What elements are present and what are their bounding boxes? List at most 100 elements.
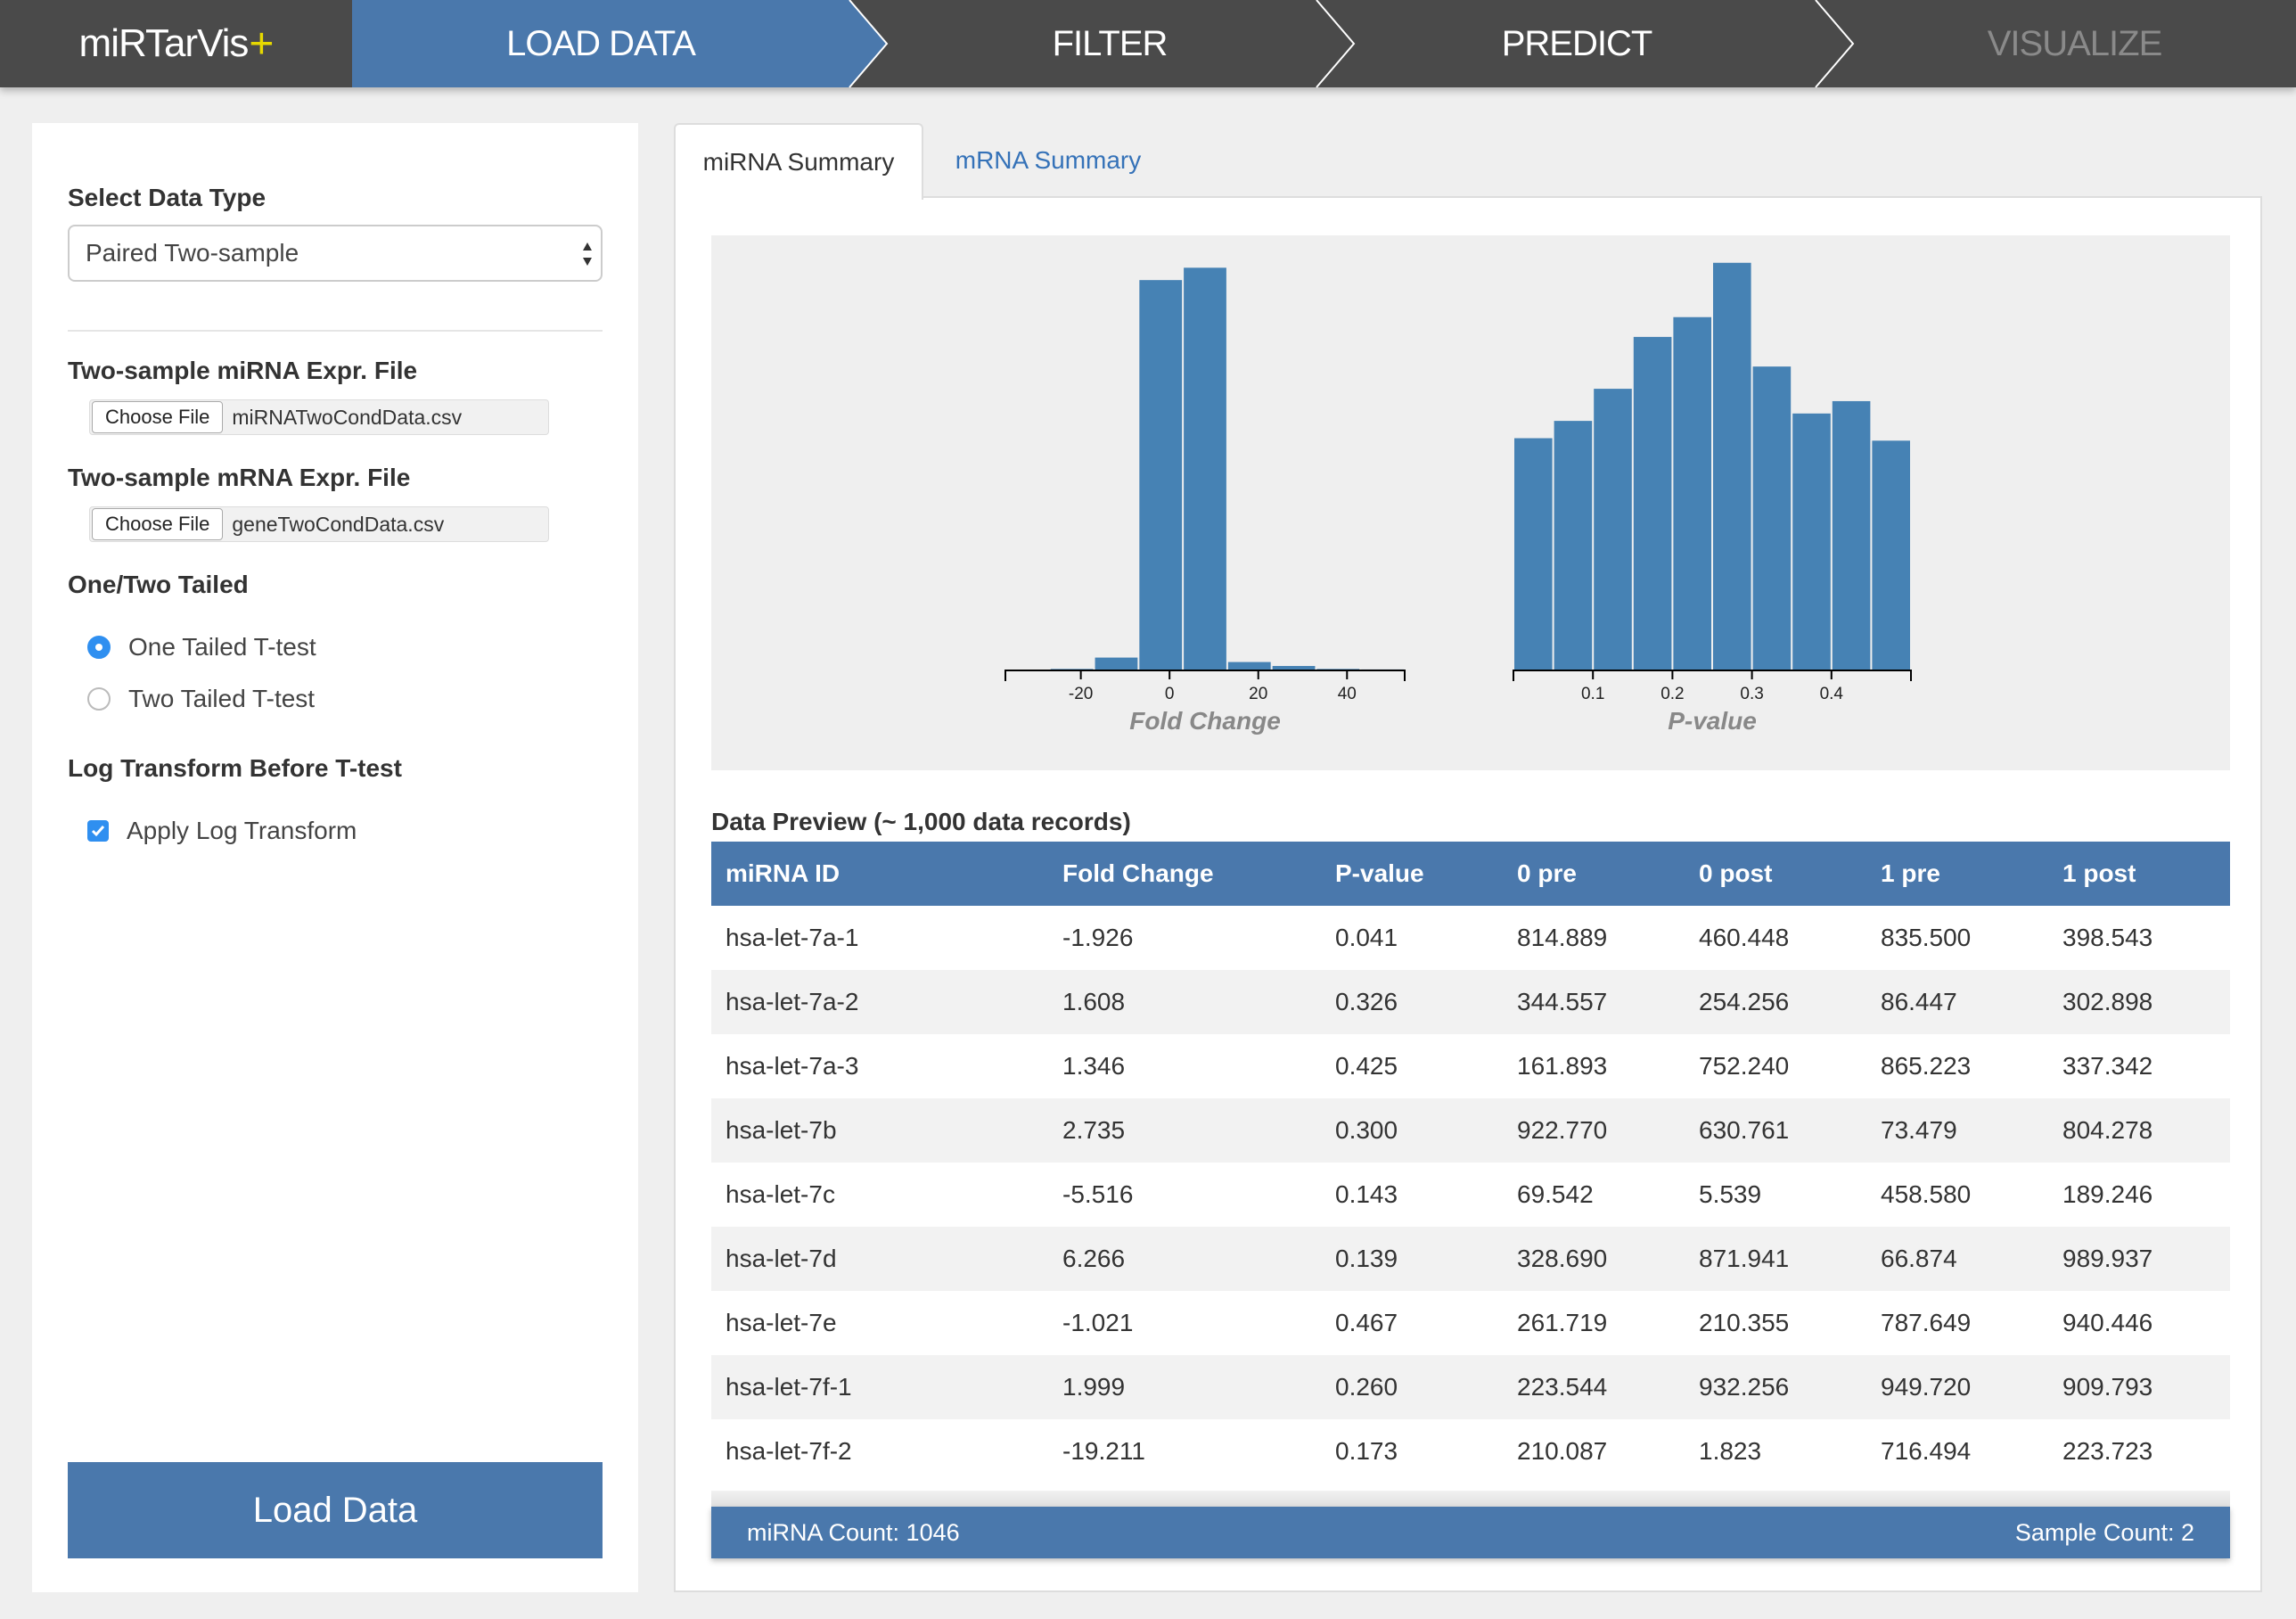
table-cell: hsa-let-7a-3 <box>726 1052 859 1080</box>
table-cell: 0.143 <box>1335 1180 1398 1208</box>
column-header[interactable]: 0 post <box>1699 859 1773 887</box>
table-cell: 0.425 <box>1335 1052 1398 1080</box>
column-header[interactable]: Fold Change <box>1062 859 1214 887</box>
mirna-choose-file-button[interactable]: Choose File <box>92 401 224 433</box>
data-preview-title: Data Preview (~ 1,000 data records) <box>711 808 1131 835</box>
column-header[interactable]: 0 pre <box>1517 859 1577 887</box>
table-cell: -1.926 <box>1062 924 1134 951</box>
log-transform-option-label: Apply Log Transform <box>127 817 357 844</box>
table-cell: 189.246 <box>2062 1180 2153 1208</box>
partially-hidden-row <box>711 1491 2230 1507</box>
step-divider-icon <box>1815 0 1855 88</box>
one-tailed-radio[interactable] <box>87 636 111 659</box>
table-cell: 630.761 <box>1699 1116 1790 1144</box>
histogram-p-value: 0.1 0.2 0.3 0.4 P-value <box>1513 262 1912 735</box>
table-cell: 328.690 <box>1517 1245 1608 1272</box>
table-cell: 949.720 <box>1881 1373 1972 1401</box>
histogram-area: -20 0 20 40 Fold Change 0.1 0.2 0.3 0.4 P-value <box>711 235 2230 770</box>
table-cell: 932.256 <box>1699 1373 1790 1401</box>
table-cell: 922.770 <box>1517 1116 1608 1144</box>
step-load-data[interactable]: LOAD DATA <box>352 0 849 87</box>
histogram-bar <box>1832 400 1871 670</box>
table-cell: 261.719 <box>1517 1309 1608 1336</box>
table-cell: hsa-let-7e <box>726 1309 837 1336</box>
table-row[interactable]: hsa-let-7a-2 1.608 0.326 344.557 254.256 86.4… <box>711 970 2230 1034</box>
data-preview-table-container[interactable]: miRNA ID Fold Change P-value 0 pre 0 pos… <box>711 842 2230 1491</box>
table-header-row: miRNA ID Fold Change P-value 0 pre 0 pos… <box>711 842 2230 906</box>
column-header[interactable]: 1 pre <box>1881 859 1940 887</box>
table-cell: 871.941 <box>1699 1245 1790 1272</box>
table-cell: 716.494 <box>1881 1437 1972 1465</box>
data-type-select[interactable]: Paired Two-sample <box>68 225 603 282</box>
table-cell: 210.087 <box>1517 1437 1608 1465</box>
table-cell: 302.898 <box>2062 988 2153 1015</box>
table-cell: 344.557 <box>1517 988 1608 1015</box>
table-row[interactable]: hsa-let-7b 2.735 0.300 922.770 630.761 73.479… <box>711 1098 2230 1163</box>
x-tick-label: 20 <box>1249 685 1267 703</box>
histogram-bar <box>1673 316 1711 670</box>
x-tick-label: 0 <box>1165 685 1175 703</box>
load-data-button[interactable]: Load Data <box>68 1462 603 1558</box>
one-tailed-option[interactable]: One Tailed T-test <box>87 633 316 662</box>
table-row[interactable]: hsa-let-7c -5.516 0.143 69.542 5.539 458.580 1… <box>711 1163 2230 1227</box>
log-transform-option[interactable]: Apply Log Transform <box>87 817 357 845</box>
mrna-file-label: Two-sample mRNA Expr. File <box>68 464 411 491</box>
data-preview-table: miRNA ID Fold Change P-value 0 pre 0 pos… <box>711 842 2230 1483</box>
one-tailed-label: One Tailed T-test <box>128 633 316 661</box>
two-tailed-radio[interactable] <box>87 687 111 711</box>
table-cell: 1.823 <box>1699 1437 1762 1465</box>
mrna-choose-file-button[interactable]: Choose File <box>92 508 224 540</box>
tab-mirna-summary[interactable]: miRNA Summary <box>674 123 923 200</box>
histograms-svg: -20 0 20 40 Fold Change 0.1 0.2 0.3 0.4 P-value <box>1004 262 1912 735</box>
histogram-bar <box>1792 413 1831 670</box>
table-cell: 0.467 <box>1335 1309 1398 1336</box>
table-cell: 210.355 <box>1699 1309 1790 1336</box>
table-cell: hsa-let-7f-2 <box>726 1437 852 1465</box>
table-cell: 73.479 <box>1881 1116 1957 1144</box>
table-row[interactable]: hsa-let-7a-3 1.346 0.425 161.893 752.240 865.… <box>711 1034 2230 1098</box>
summary-status-bar: miRNA Count: 1046 Sample Count: 2 <box>711 1507 2230 1558</box>
histogram-bar <box>1872 440 1910 670</box>
table-cell: 2.735 <box>1062 1116 1126 1144</box>
table-cell: 66.874 <box>1881 1245 1957 1272</box>
table-cell: 0.326 <box>1335 988 1398 1015</box>
step-filter-label: FILTER <box>1052 23 1168 63</box>
table-cell: 1.346 <box>1062 1052 1126 1080</box>
table-row[interactable]: hsa-let-7a-1 -1.926 0.041 814.889 460.448 835… <box>711 906 2230 970</box>
table-cell: 5.539 <box>1699 1180 1762 1208</box>
table-row[interactable]: hsa-let-7d 6.266 0.139 328.690 871.941 66.874… <box>711 1227 2230 1291</box>
histogram-bar <box>1139 280 1183 670</box>
data-type-selected-value: Paired Two-sample <box>86 239 299 267</box>
table-row[interactable]: hsa-let-7f-2 -19.211 0.173 210.087 1.823 716.… <box>711 1419 2230 1483</box>
step-predict[interactable]: PREDICT <box>1354 0 1800 87</box>
table-row[interactable]: hsa-let-7e -1.021 0.467 261.719 210.355 787.6… <box>711 1291 2230 1355</box>
table-cell: 1.608 <box>1062 988 1126 1015</box>
x-axis <box>1004 670 1406 681</box>
table-cell: 86.447 <box>1881 988 1957 1015</box>
step-filter[interactable]: FILTER <box>887 0 1332 87</box>
mrna-file-input[interactable]: Choose File geneTwoCondData.csv <box>89 506 549 542</box>
mirna-file-input[interactable]: Choose File miRNATwoCondData.csv <box>89 399 549 435</box>
column-header[interactable]: 1 post <box>2062 859 2136 887</box>
x-tick-label: 0.1 <box>1581 685 1604 703</box>
log-transform-checkbox[interactable] <box>87 820 109 842</box>
table-cell: 835.500 <box>1881 924 1972 951</box>
histogram-bar <box>1713 262 1751 670</box>
step-divider-icon <box>1316 0 1356 88</box>
summary-panel: -20 0 20 40 Fold Change 0.1 0.2 0.3 0.4 P-value D… <box>674 196 2262 1592</box>
workflow-steps: LOAD DATA FILTER PREDICT VISUALIZE <box>352 0 2296 88</box>
column-header[interactable]: P-value <box>1335 859 1424 887</box>
table-cell: 69.542 <box>1517 1180 1594 1208</box>
tab-mrna-summary[interactable]: mRNA Summary <box>955 146 1142 174</box>
two-tailed-option[interactable]: Two Tailed T-test <box>87 685 315 713</box>
table-cell: hsa-let-7a-1 <box>726 924 859 951</box>
tailed-label: One/Two Tailed <box>68 571 249 598</box>
histogram-fold-change: -20 0 20 40 Fold Change <box>1004 267 1406 735</box>
column-header[interactable]: miRNA ID <box>726 859 840 887</box>
x-tick-label: 0.2 <box>1660 685 1684 703</box>
table-cell: 223.544 <box>1517 1373 1608 1401</box>
table-row[interactable]: hsa-let-7f-1 1.999 0.260 223.544 932.256 949.… <box>711 1355 2230 1419</box>
log-transform-label: Log Transform Before T-test <box>68 754 402 782</box>
table-cell: 1.999 <box>1062 1373 1126 1401</box>
table-body: hsa-let-7a-1 -1.926 0.041 814.889 460.448 835… <box>711 906 2230 1483</box>
